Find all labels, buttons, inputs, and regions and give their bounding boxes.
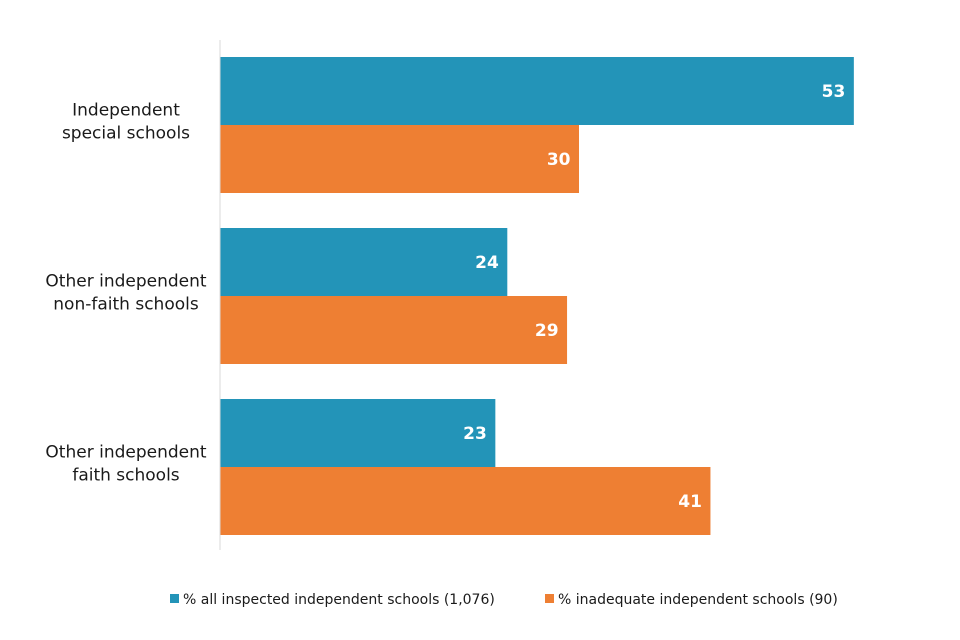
bar bbox=[220, 125, 579, 193]
legend-swatch bbox=[545, 594, 554, 603]
data-label: 30 bbox=[547, 150, 571, 170]
category-label: faith schools bbox=[72, 466, 179, 486]
legend-swatch bbox=[170, 594, 179, 603]
bar bbox=[220, 296, 568, 364]
legend-label: % all inspected independent schools (1,0… bbox=[183, 592, 495, 608]
category-label: special schools bbox=[62, 124, 190, 144]
bar bbox=[220, 467, 711, 535]
data-label: 41 bbox=[678, 492, 702, 512]
bar bbox=[220, 399, 496, 467]
category-label: Other independent bbox=[45, 272, 206, 292]
bar bbox=[220, 57, 854, 125]
bar bbox=[220, 228, 508, 296]
category-label: Independent bbox=[72, 101, 180, 121]
data-label: 53 bbox=[822, 82, 846, 102]
data-label: 23 bbox=[463, 424, 487, 444]
data-label: 29 bbox=[535, 321, 559, 341]
category-label: non-faith schools bbox=[53, 295, 199, 315]
data-label: 24 bbox=[475, 253, 499, 273]
category-label: Other independent bbox=[45, 443, 206, 463]
legend-label: % inadequate independent schools (90) bbox=[558, 592, 838, 608]
